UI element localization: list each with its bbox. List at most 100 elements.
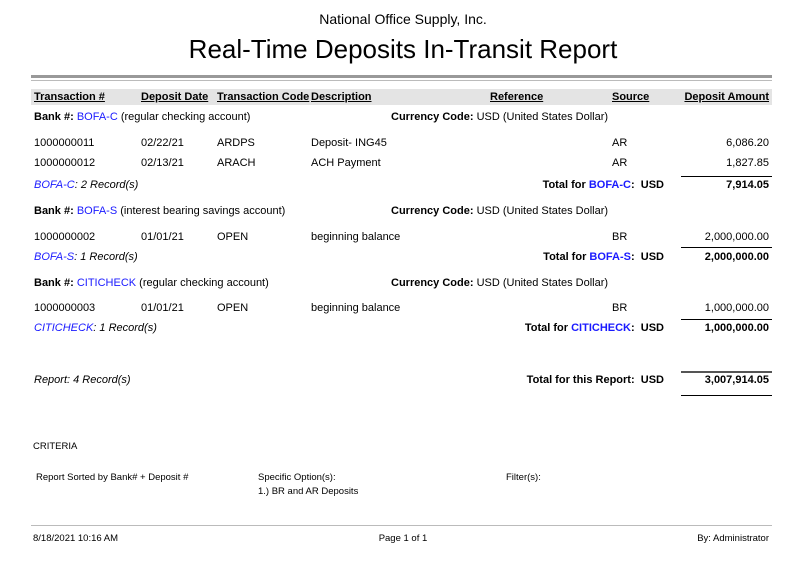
bank-total: 7,914.05 (726, 179, 769, 191)
col-source[interactable]: Source (612, 91, 650, 103)
grand-total-text: Total for this Report: (526, 374, 635, 386)
col-deposit-amount[interactable]: Deposit Amount (684, 91, 769, 103)
transaction-code: OPEN (217, 231, 249, 243)
grand-total-label: Total for this Report: USD (527, 373, 664, 387)
bank-record-count: BOFA-C: 2 Record(s) (34, 178, 138, 192)
bank-code[interactable]: BOFA-C (34, 179, 75, 191)
currency-value: USD (United States Dollar) (476, 205, 609, 217)
amount: 2,000,000.00 (704, 231, 769, 243)
bank-code[interactable]: BOFA-S (76, 205, 118, 217)
deposit-date: 02/22/21 (141, 137, 184, 149)
bank-code[interactable]: BOFA-C (76, 111, 118, 123)
amount: 1,000,000.00 (704, 302, 769, 314)
record-count: : 1 Record(s) (93, 322, 157, 334)
criteria-sorted: Report Sorted by Bank# + Deposit # (36, 472, 189, 483)
subtotal-rule (681, 176, 772, 177)
amount: 6,086.20 (726, 137, 769, 149)
currency-code: Currency Code: USD (United States Dollar… (391, 204, 608, 218)
deposit-date: 01/01/21 (141, 231, 184, 243)
bank-desc: (regular checking account) (120, 111, 251, 123)
bank-label: Bank #: (34, 111, 74, 123)
bank-code[interactable]: BOFA-S (589, 251, 631, 263)
bank-label: Bank #: (34, 277, 74, 289)
bank-desc: (regular checking account) (139, 277, 269, 289)
transaction-id: 1000000012 (34, 157, 96, 169)
currency-label: Currency Code: (391, 111, 474, 123)
currency-value: USD (United States Dollar) (476, 111, 609, 123)
source: BR (612, 231, 628, 243)
amount: 1,827.85 (726, 157, 769, 169)
description: beginning balance (311, 302, 401, 314)
description: beginning balance (311, 231, 401, 243)
title-divider (31, 75, 772, 78)
total-for: Total for (542, 179, 586, 191)
bank-header: Bank #: CITICHECK (regular checking acco… (34, 276, 269, 290)
transaction-code: ARDPS (217, 137, 255, 149)
bank-label: Bank #: (34, 205, 74, 217)
currency-label: Currency Code: (391, 277, 474, 289)
report-record-count: Report: 4 Record(s) (34, 374, 131, 386)
bank-header: Bank #: BOFA-S (interest bearing savings… (34, 204, 285, 218)
col-transaction[interactable]: Transaction # (34, 91, 105, 103)
source: AR (612, 137, 628, 149)
title-divider-thin (31, 80, 772, 81)
total-label: Total for CITICHECK: USD (524, 322, 664, 334)
bank-desc: (interest bearing savings account) (120, 205, 286, 217)
currency: USD (640, 251, 664, 263)
footer-user: By: Administrator (697, 533, 769, 544)
description: ACH Payment (311, 157, 381, 169)
col-reference[interactable]: Reference (490, 91, 544, 103)
bank-record-count: CITICHECK: 1 Record(s) (34, 321, 157, 335)
subtotal-rule (681, 319, 772, 320)
currency-label: Currency Code: (391, 205, 474, 217)
criteria-option-1: 1.) BR and AR Deposits (258, 486, 359, 497)
currency: USD (640, 322, 664, 334)
criteria-options-label: Specific Option(s): (258, 472, 336, 483)
source: BR (612, 302, 628, 314)
deposit-date: 01/01/21 (141, 302, 184, 314)
footer-datetime: 8/18/2021 10:16 AM (33, 533, 119, 544)
currency: USD (640, 179, 664, 191)
total-for: Total for (543, 251, 587, 263)
bank-code[interactable]: CITICHECK (76, 277, 137, 289)
total-for: Total for (524, 322, 569, 334)
currency-value: USD (United States Dollar) (476, 277, 609, 289)
subtotal-rule (681, 247, 772, 248)
transaction-id: 1000000011 (34, 137, 95, 149)
transaction-id: 1000000002 (34, 231, 96, 243)
description: Deposit- ING45 (311, 137, 387, 149)
bank-code[interactable]: BOFA-C (588, 179, 631, 191)
grand-total-rule-top (681, 371, 772, 373)
footer-page: Page 1 of 1 (378, 533, 428, 544)
grand-total: 3,007,914.05 (704, 374, 769, 386)
total-label: Total for BOFA-S: USD (543, 251, 664, 263)
column-header-bar (31, 89, 772, 105)
col-description[interactable]: Description (311, 91, 372, 103)
col-transaction-code[interactable]: Transaction Code (217, 91, 310, 103)
deposit-date: 02/13/21 (141, 157, 184, 169)
col-deposit-date[interactable]: Deposit Date (141, 91, 209, 103)
total-label: Total for BOFA-C: USD (542, 179, 664, 191)
criteria-heading: CRITERIA (33, 441, 78, 452)
bank-code[interactable]: CITICHECK (34, 322, 94, 334)
transaction-code: ARACH (217, 157, 256, 169)
footer-divider (31, 525, 772, 526)
bank-header: Bank #: BOFA-C (regular checking account… (34, 110, 250, 124)
currency: USD (640, 374, 664, 386)
transaction-id: 1000000003 (34, 302, 96, 314)
bank-code[interactable]: BOFA-S (34, 251, 75, 263)
criteria-filters-label: Filter(s): (506, 472, 541, 483)
record-count: : 2 Record(s) (74, 179, 139, 191)
bank-total: 2,000,000.00 (704, 251, 769, 263)
report-title: Real-Time Deposits In-Transit Report (188, 34, 618, 64)
transaction-code: OPEN (217, 302, 249, 314)
bank-code[interactable]: CITICHECK (571, 322, 631, 334)
currency-code: Currency Code: USD (United States Dollar… (391, 110, 608, 124)
source: AR (612, 157, 628, 169)
grand-total-rule-bottom (681, 395, 772, 396)
record-count: : 1 Record(s) (74, 251, 138, 263)
bank-total: 1,000,000.00 (704, 322, 769, 334)
company-name: National Office Supply, Inc. (319, 11, 487, 27)
currency-code: Currency Code: USD (United States Dollar… (391, 276, 608, 290)
